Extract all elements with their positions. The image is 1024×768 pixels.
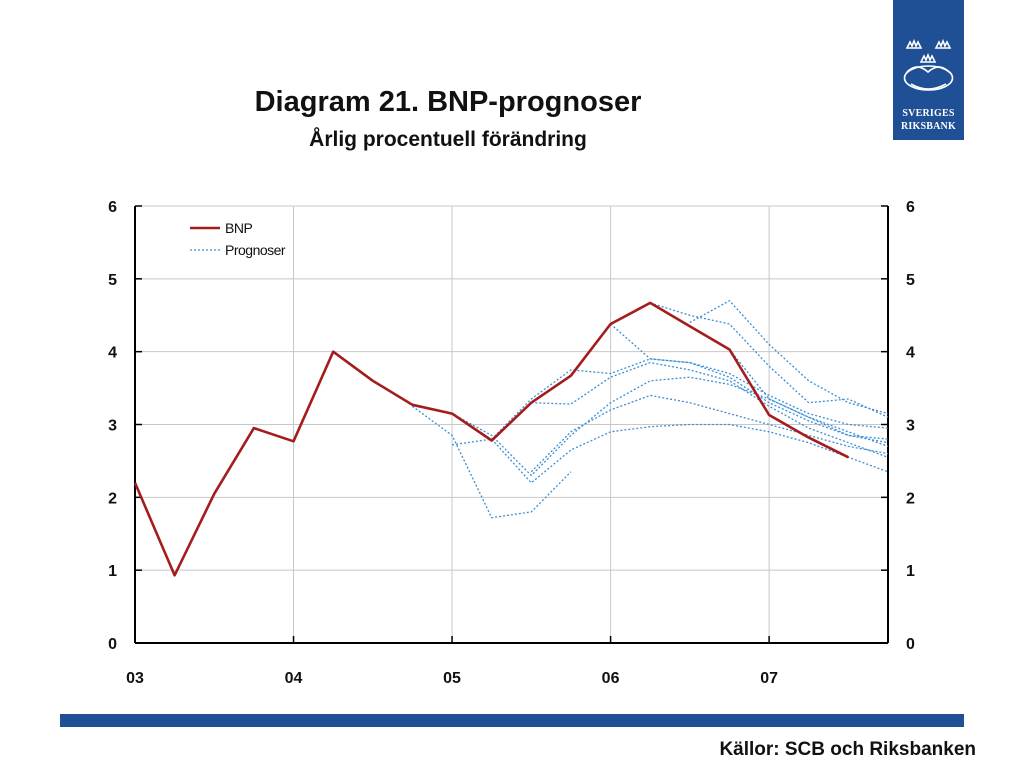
bnp-series-line xyxy=(133,301,849,577)
footer-bar xyxy=(60,714,964,727)
chart-title: Diagram 21. BNP-prognoser xyxy=(254,86,642,118)
y-tick-label-left: 5 xyxy=(108,272,117,289)
crown-emblem-icon xyxy=(903,38,954,91)
y-tick-label-left: 2 xyxy=(108,490,117,507)
forecast-series-line xyxy=(531,361,889,458)
x-tick-label: 04 xyxy=(285,670,303,687)
y-tick-label-right: 4 xyxy=(906,345,915,362)
y-tick-label-left: 3 xyxy=(108,418,117,435)
riksbank-logo: SVERIGES RIKSBANK xyxy=(893,0,964,140)
logo-text-line2: RIKSBANK xyxy=(901,121,956,132)
legend-label-prognoser: Prognoser xyxy=(225,242,286,258)
forecast-series-line xyxy=(610,323,889,444)
y-tick-label-right: 3 xyxy=(906,418,915,435)
legend-label-bnp: BNP xyxy=(225,220,252,236)
y-tick-label-right: 2 xyxy=(906,490,915,507)
chart-subtitle: Årlig procentuell förändring xyxy=(309,128,587,151)
forecast-series-line xyxy=(530,394,889,473)
forecast-series-line xyxy=(451,376,889,477)
forecast-series-line xyxy=(491,358,889,440)
logo-text-line1: SVERIGES xyxy=(902,108,955,119)
forecast-series-line xyxy=(689,300,889,415)
x-tick-label: 05 xyxy=(443,670,461,687)
forecast-series-line xyxy=(650,302,889,418)
y-tick-label-right: 0 xyxy=(906,636,915,653)
x-tick-label: 03 xyxy=(126,670,144,687)
y-tick-label-right: 5 xyxy=(906,272,915,289)
forecast-series-line xyxy=(728,349,889,440)
source-note: Källor: SCB och Riksbanken xyxy=(719,739,976,760)
forecast-series-line xyxy=(452,423,889,484)
y-tick-label-left: 6 xyxy=(108,199,117,216)
y-tick-label-right: 1 xyxy=(906,563,915,580)
x-tick-label: 07 xyxy=(760,670,778,687)
y-tick-label-right: 6 xyxy=(906,199,915,216)
y-tick-label-left: 4 xyxy=(108,345,117,362)
forecast-series-line xyxy=(412,405,572,519)
x-tick-label: 06 xyxy=(602,670,620,687)
y-tick-label-left: 0 xyxy=(108,636,117,653)
y-tick-label-left: 1 xyxy=(108,563,117,580)
